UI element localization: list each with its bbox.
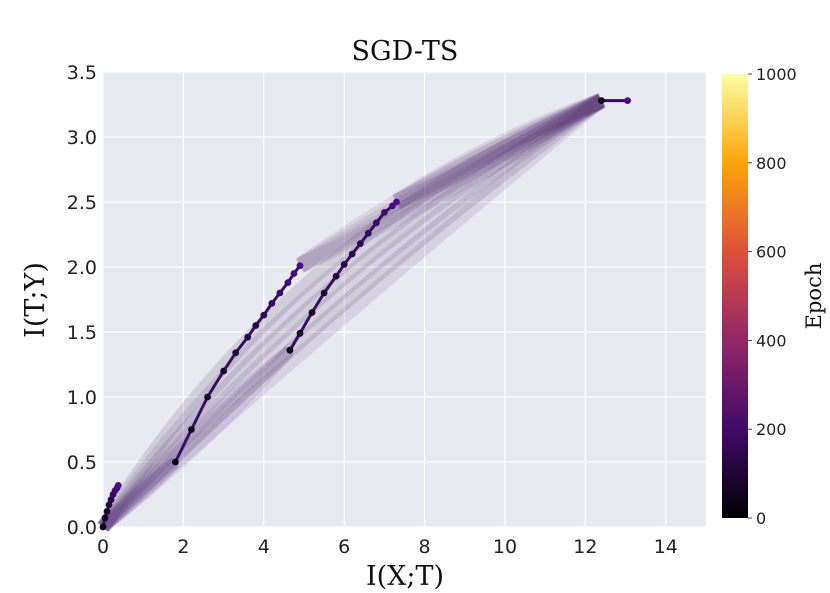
x-tick-labels: 0 2 4 6 8 10 12 14 — [97, 536, 678, 558]
series-points — [99, 97, 632, 531]
fan-curve — [392, 93, 605, 209]
x-tick-label: 12 — [573, 536, 597, 558]
data-point — [348, 250, 356, 258]
data-point — [220, 367, 228, 375]
data-point — [332, 272, 340, 280]
colorbar — [722, 74, 748, 518]
colorbar-tick-label: 800 — [756, 154, 787, 173]
x-tick-label: 8 — [419, 536, 431, 558]
data-point — [356, 240, 364, 248]
y-tick-labels: 0.0 0.5 1.0 1.5 2.0 2.5 3.0 3.5 — [67, 62, 97, 539]
y-tick-label: 3.0 — [67, 127, 97, 149]
data-point — [260, 311, 268, 319]
data-point — [276, 289, 284, 297]
data-point — [340, 261, 348, 268]
data-point — [105, 501, 113, 509]
data-point — [286, 346, 294, 354]
fan-curve — [296, 93, 606, 273]
x-axis-label: I(X;T) — [366, 561, 444, 592]
colorbar-label: Epoch — [802, 263, 826, 330]
data-point — [624, 97, 632, 104]
fan-curve — [295, 93, 605, 273]
data-point — [114, 482, 122, 489]
data-point — [381, 209, 388, 216]
data-point — [171, 458, 179, 466]
y-tick-label: 3.5 — [67, 62, 97, 84]
chart-title: SGD-TS — [352, 36, 459, 67]
x-tick-label: 14 — [654, 536, 678, 558]
data-point — [252, 322, 260, 329]
data-point — [204, 393, 211, 401]
data-point — [308, 309, 316, 316]
y-tick-label: 0.5 — [67, 452, 97, 474]
data-point — [598, 97, 605, 104]
fan-curve — [98, 94, 606, 532]
y-axis-label: I(T;Y) — [20, 262, 51, 338]
data-point — [393, 198, 400, 206]
x-tick-label: 0 — [97, 536, 109, 558]
colorbar-tick-label: 400 — [756, 331, 787, 350]
data-point — [268, 300, 276, 307]
colorbar-tick-label: 1000 — [756, 65, 797, 84]
data-point — [320, 289, 328, 297]
plot-background — [103, 72, 706, 527]
colorbar-ticks: 0 200 400 600 800 1000 — [748, 65, 797, 528]
data-point — [232, 349, 240, 357]
data-point — [372, 219, 380, 227]
y-tick-label: 2.5 — [67, 192, 97, 214]
fan-curve — [97, 94, 605, 532]
fan-curve — [97, 94, 606, 532]
colorbar-tick-label: 600 — [756, 243, 787, 262]
x-tick-label: 2 — [177, 536, 189, 558]
x-tick-label: 4 — [258, 536, 270, 558]
x-tick-label: 6 — [338, 536, 350, 558]
fan-curve — [97, 94, 605, 531]
fan-curve — [99, 457, 180, 532]
fan-curve — [97, 94, 605, 532]
data-point — [99, 523, 107, 531]
fan-curve — [99, 346, 295, 532]
data-point — [296, 329, 304, 337]
data-point — [290, 270, 298, 277]
x-tick-label: 10 — [493, 536, 517, 558]
data-point — [296, 262, 304, 270]
data-point — [107, 496, 115, 504]
data-point — [188, 426, 195, 433]
y-tick-label: 2.0 — [67, 257, 97, 279]
fan-curve — [98, 345, 295, 532]
y-tick-label: 1.0 — [67, 387, 97, 409]
fan-curve — [98, 457, 179, 532]
data-point — [284, 279, 292, 286]
fan-curve — [296, 93, 606, 273]
data-point — [101, 514, 109, 522]
fan-curve — [392, 93, 605, 209]
data-point — [244, 333, 252, 341]
trajectory-fan — [97, 93, 606, 533]
data-point — [364, 229, 372, 237]
fan-curve — [393, 93, 606, 210]
y-tick-label: 0.0 — [67, 517, 97, 539]
fan-curve — [98, 457, 180, 532]
colorbar-tick-label: 200 — [756, 420, 787, 439]
colorbar-tick-label: 0 — [756, 509, 766, 528]
data-point — [103, 508, 111, 515]
grid — [102, 71, 706, 528]
y-tick-label: 1.5 — [67, 322, 97, 344]
fan-curve — [98, 95, 606, 533]
fan-curve — [98, 345, 294, 531]
fan-curve — [392, 93, 606, 210]
fan-curve — [295, 93, 605, 273]
